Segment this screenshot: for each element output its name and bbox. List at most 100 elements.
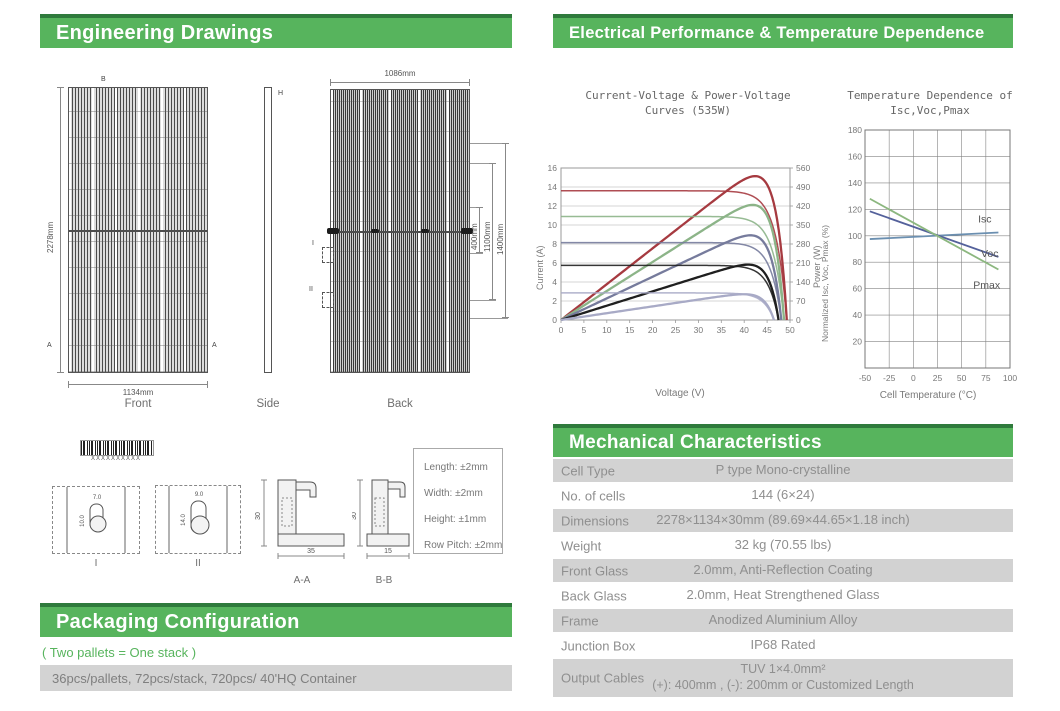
temp-xaxis-label: Cell Temperature (°C): [879, 390, 977, 401]
svg-text:16: 16: [548, 163, 558, 173]
detail-ii-dim-w: 9.0: [195, 492, 204, 498]
back-clamp-inner-left: [371, 229, 379, 233]
svg-text:6: 6: [552, 258, 557, 268]
back-dim-connector: [470, 143, 508, 144]
svg-text:20: 20: [648, 325, 658, 335]
side-marker-h: H: [278, 90, 284, 97]
front-marker-a-right: A: [212, 342, 217, 349]
packaging-detail-bar: 36pcs/pallets, 72pcs/stack, 720pcs/ 40'H…: [40, 665, 512, 691]
svg-text:40: 40: [853, 310, 863, 320]
detail-ii-drawing: 9.0 14.0: [168, 486, 228, 553]
svg-text:100: 100: [848, 231, 862, 241]
front-height-dim-line: [57, 87, 64, 373]
detail-i-drawing: 7.0 10.0: [66, 487, 126, 553]
svg-text:160: 160: [848, 151, 862, 161]
svg-text:420: 420: [796, 201, 810, 211]
table-row: Junction Box IP68 Rated: [553, 634, 1013, 657]
detail-i-dim-w: 7.0: [93, 495, 102, 501]
barcode: [80, 440, 154, 456]
back-detail-ii-mark: [322, 292, 334, 308]
svg-text:120: 120: [848, 204, 862, 214]
back-marker-i: I: [312, 240, 314, 247]
row-label: Output Cables: [561, 670, 645, 686]
svg-text:35: 35: [717, 325, 727, 335]
back-detail-i-mark: [322, 247, 334, 263]
back-clamp-inner-right: [421, 229, 429, 233]
iv-yaxis-left-label: Current (A): [535, 245, 545, 290]
section-aa-label: A-A: [293, 575, 311, 586]
svg-text:14: 14: [548, 182, 558, 192]
svg-text:560: 560: [796, 163, 810, 173]
row-value: P type Mono-crystalline: [715, 462, 851, 478]
front-marker-b: B: [101, 76, 106, 83]
svg-text:0: 0: [796, 315, 801, 325]
detail-ii-label: II: [195, 558, 201, 569]
svg-text:8: 8: [552, 239, 557, 249]
front-marker-a-left: A: [47, 342, 52, 349]
temp-chart-title-line1: Temperature Dependence of: [847, 89, 1013, 102]
barcode-text: XXXXXXXXXX: [90, 456, 142, 462]
back-dim-400-line: [476, 207, 483, 253]
svg-text:10: 10: [548, 220, 558, 230]
tolerance-item: Height: ±1mm: [424, 514, 487, 525]
back-marker-ii: II: [309, 286, 313, 293]
section-aa-dim-w: 35: [307, 548, 315, 555]
mechanical-characteristics-title: Mechanical Characteristics: [569, 431, 822, 453]
temp-yaxis-label: Normalized Isc, Voc, Pmax (%): [820, 224, 830, 342]
row-label: Junction Box: [561, 638, 636, 653]
svg-text:20: 20: [853, 337, 863, 347]
svg-text:75: 75: [981, 373, 991, 383]
engineering-drawings-title: Engineering Drawings: [56, 21, 274, 44]
row-label: No. of cells: [561, 488, 626, 503]
table-row: Front Glass 2.0mm, Anti-Reflection Coatin…: [553, 559, 1013, 582]
svg-text:40: 40: [739, 325, 749, 335]
svg-text:0: 0: [911, 373, 916, 383]
table-row: Dimensions 2278×1134×30mm (89.69×44.65×1.…: [553, 509, 1013, 532]
svg-text:210: 210: [796, 258, 810, 268]
section-aa-dim-h: 30: [255, 512, 262, 520]
svg-text:-50: -50: [859, 373, 872, 383]
front-height-dim-label: 2278mm: [46, 221, 55, 253]
svg-text:100: 100: [1003, 373, 1017, 383]
series-label-pmax: Pmax: [973, 280, 1001, 292]
svg-text:30: 30: [694, 325, 704, 335]
front-width-dim-label: 1134mm: [122, 388, 154, 397]
detail-i-label: I: [94, 558, 98, 569]
detail-ii-dim-h: 14.0: [181, 514, 187, 526]
back-dim-1100-line: [489, 163, 496, 300]
svg-text:50: 50: [957, 373, 967, 383]
tolerance-box: Length: ±2mm Width: ±2mm Height: ±1mm Row P…: [413, 448, 503, 554]
mechanical-characteristics-banner: Mechanical Characteristics: [553, 424, 1013, 457]
row-label: Frame: [561, 613, 599, 628]
front-midline: [69, 230, 207, 232]
tolerance-item: Width: ±2mm: [424, 488, 483, 499]
series-label-isc: Isc: [978, 214, 991, 226]
table-row: Weight 32 kg (70.55 lbs): [553, 534, 1013, 557]
front-width-dim-line: [68, 381, 208, 388]
row-value: 2.0mm, Anti-Reflection Coating: [693, 562, 873, 578]
iv-xaxis-label: Voltage (V): [655, 388, 705, 399]
back-width-dim-label: 1086mm: [384, 69, 416, 78]
svg-text:25: 25: [671, 325, 681, 335]
packaging-configuration-banner: Packaging Configuration: [40, 603, 512, 637]
svg-text:490: 490: [796, 182, 810, 192]
back-view-drawing: [322, 89, 473, 373]
table-row: No. of cells 144 (6×24): [553, 484, 1013, 507]
electrical-performance-banner: Electrical Performance & Temperature Dep…: [553, 14, 1013, 48]
side-view-label: Side: [256, 398, 280, 410]
tolerance-item: Row Pitch: ±2mm: [424, 540, 503, 551]
row-label: Cell Type: [561, 463, 615, 478]
svg-text:25: 25: [933, 373, 943, 383]
table-row: Output Cables TUV 1×4.0mm² (+): 400mm , (-…: [553, 659, 1013, 697]
svg-text:0: 0: [552, 315, 557, 325]
svg-text:60: 60: [853, 284, 863, 294]
svg-text:15: 15: [625, 325, 635, 335]
back-dim-1100-label: 1100mm: [483, 221, 492, 252]
row-label: Weight: [561, 538, 602, 553]
iv-chart-title: Current-Voltage & Power-Voltage Curves (…: [553, 88, 823, 118]
svg-text:-25: -25: [883, 373, 896, 383]
section-bb-dim-h: 30: [352, 512, 358, 520]
back-dim-connector: [470, 253, 483, 254]
svg-text:4: 4: [552, 277, 557, 287]
